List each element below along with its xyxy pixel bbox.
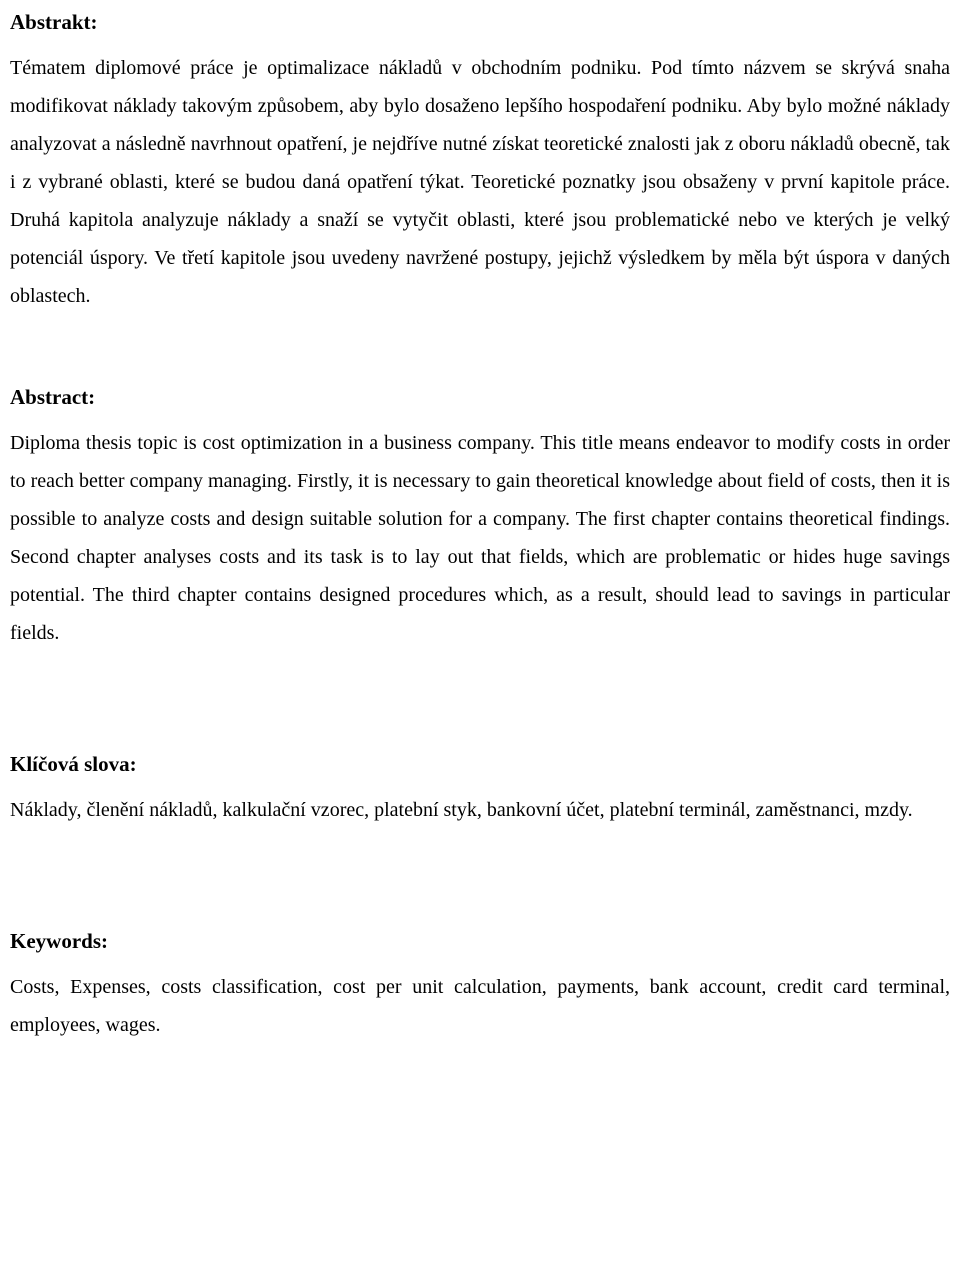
abstrakt-body: Tématem diplomové práce je optimalizace … xyxy=(10,49,950,315)
keywords-body: Costs, Expenses, costs classification, c… xyxy=(10,968,950,1044)
abstrakt-heading: Abstrakt: xyxy=(10,10,950,35)
document-page: Abstrakt: Tématem diplomové práce je opt… xyxy=(0,0,960,1284)
abstract-heading: Abstract: xyxy=(10,385,950,410)
klicova-slova-heading: Klíčová slova: xyxy=(10,752,950,777)
spacer xyxy=(10,899,950,929)
klicova-slova-body: Náklady, členění nákladů, kalkulační vzo… xyxy=(10,791,950,829)
spacer xyxy=(10,722,950,752)
keywords-heading: Keywords: xyxy=(10,929,950,954)
abstract-body: Diploma thesis topic is cost optimizatio… xyxy=(10,424,950,652)
